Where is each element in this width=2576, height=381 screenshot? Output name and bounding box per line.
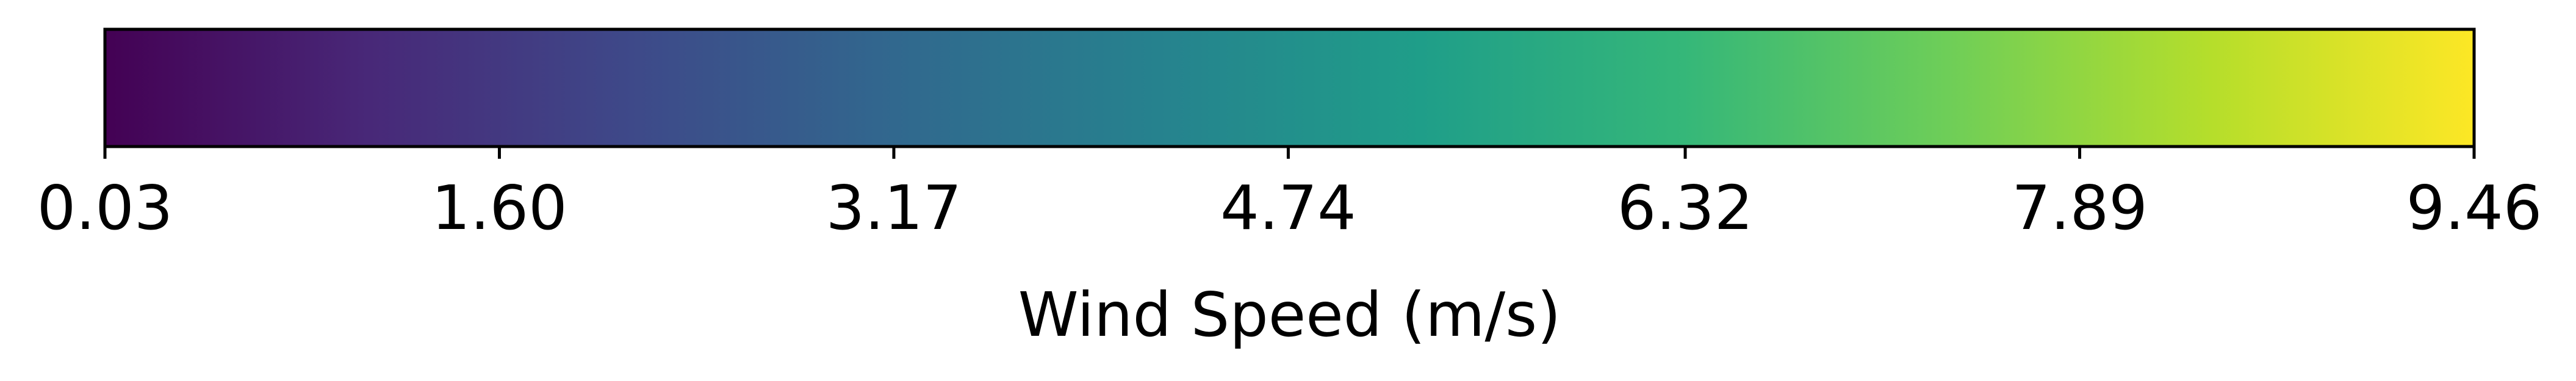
tick-label: 4.74: [1220, 172, 1356, 244]
tick-label: 1.60: [431, 172, 567, 244]
colorbar-axis-label: Wind Speed (m/s): [1018, 279, 1561, 350]
tick-label: 7.89: [2012, 172, 2148, 244]
tick-label: 0.03: [37, 172, 173, 244]
tick-label: 6.32: [1617, 172, 1754, 244]
colorbar-bar: [103, 27, 2476, 148]
colorbar-ticks: 0.03 1.60 3.17 4.74 6.32 7.89 9.46: [37, 147, 2542, 244]
tick-label: 3.17: [826, 172, 962, 244]
tick-label: 9.46: [2406, 172, 2542, 244]
